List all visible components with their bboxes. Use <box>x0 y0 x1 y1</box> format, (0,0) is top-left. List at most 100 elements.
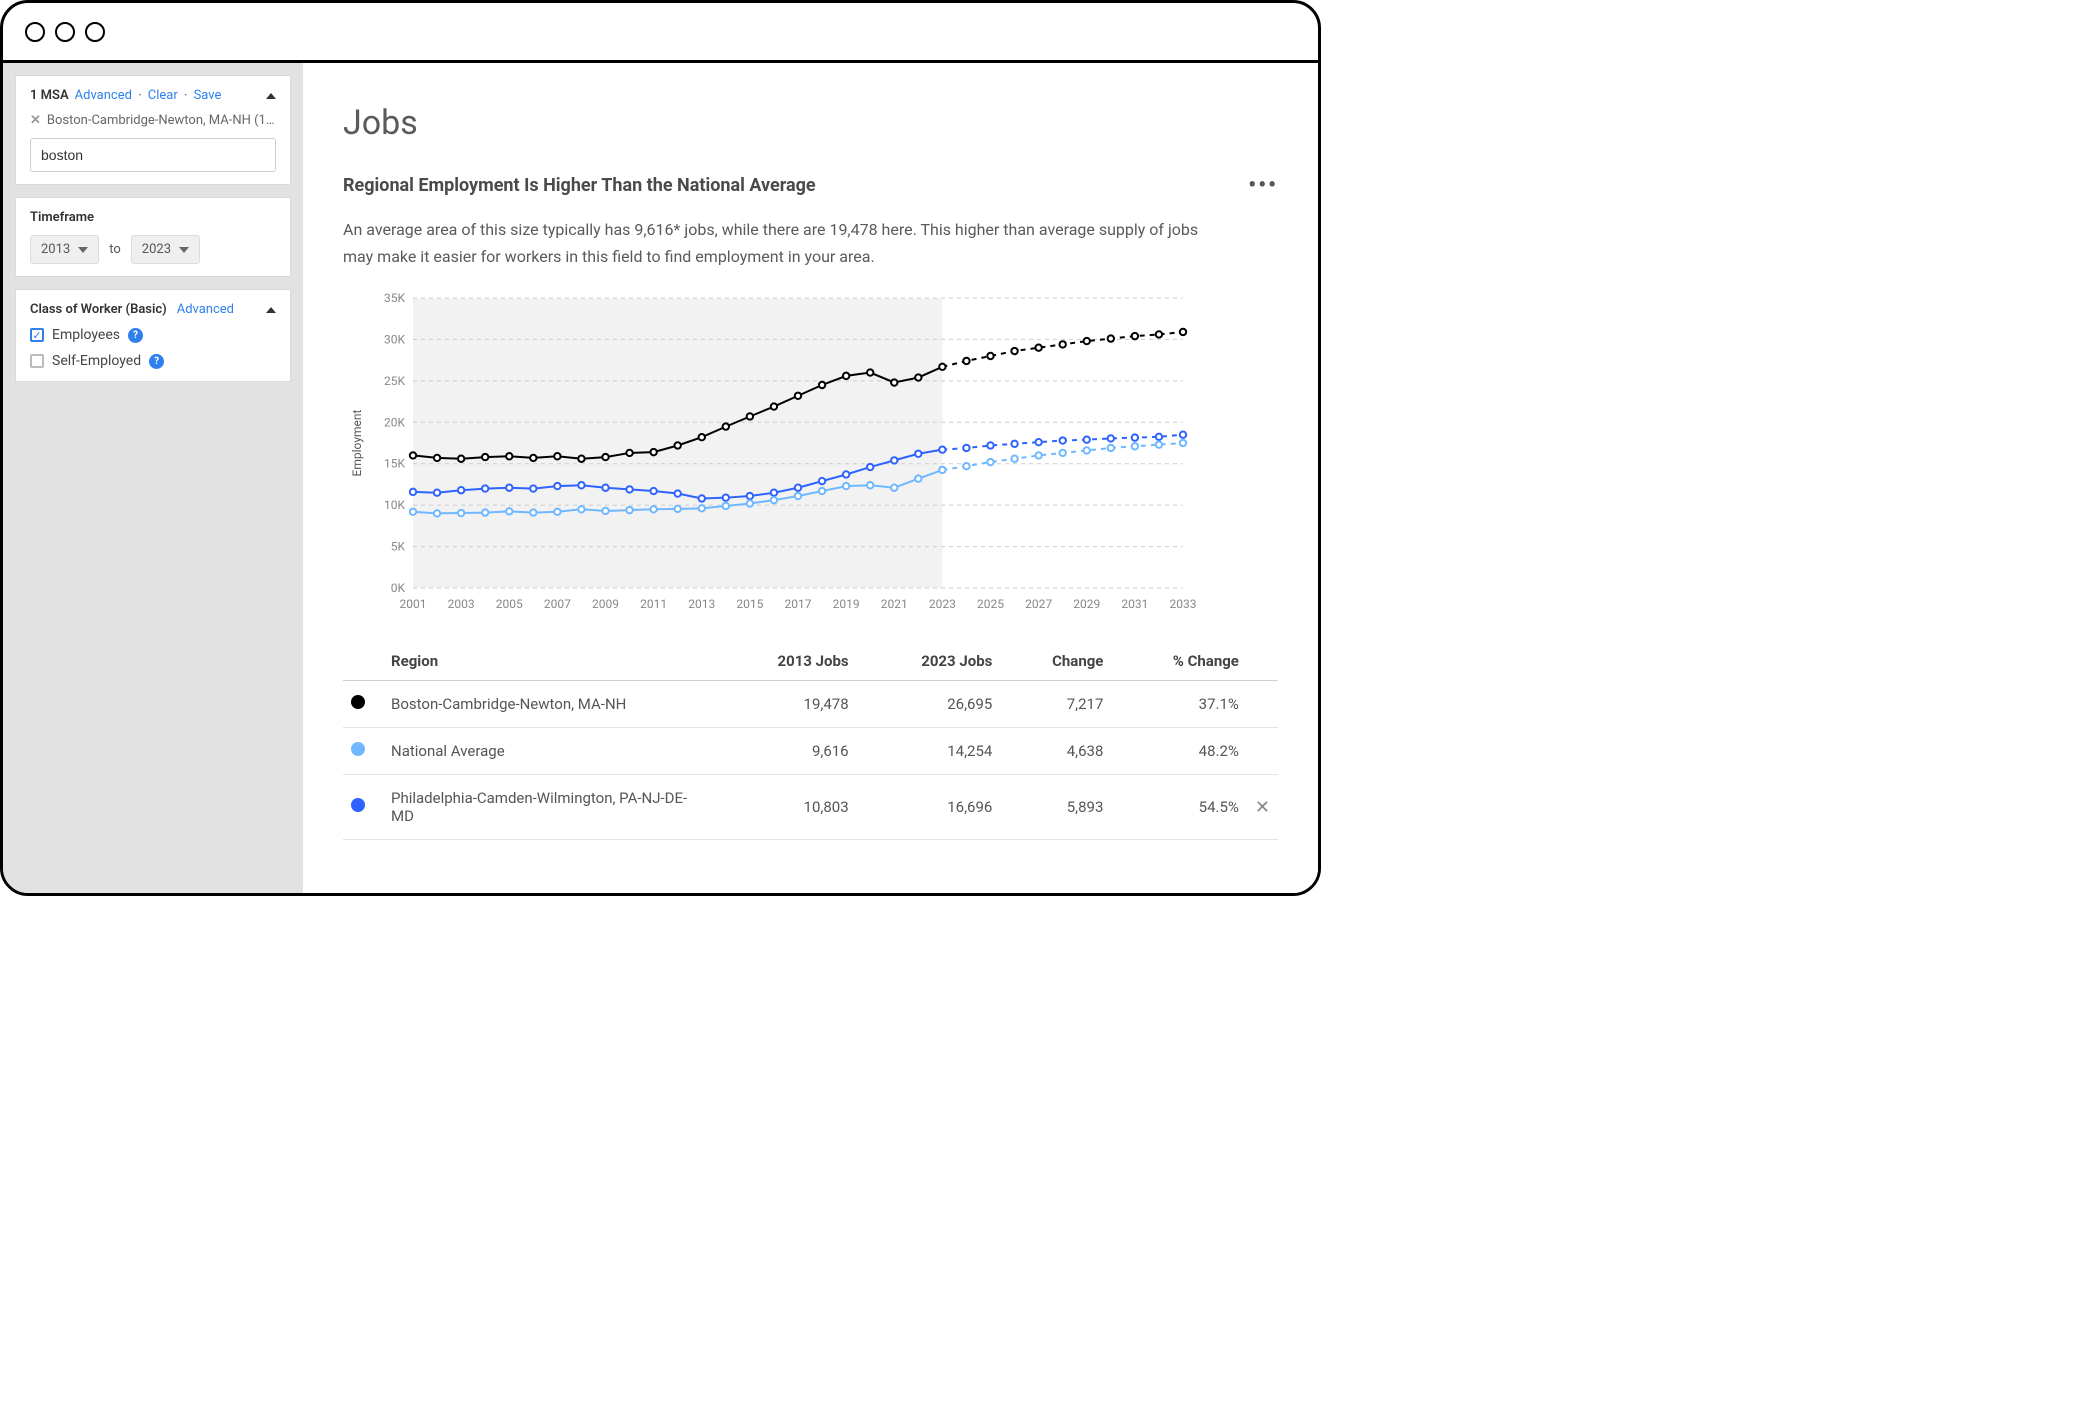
series-color-dot <box>351 742 365 756</box>
svg-text:2017: 2017 <box>785 597 812 611</box>
section-more-icon[interactable]: ••• <box>1248 173 1278 198</box>
chevron-down-icon <box>78 247 88 253</box>
cell-2023: 16,696 <box>857 775 1001 840</box>
traffic-light-zoom[interactable] <box>85 22 105 42</box>
msa-save-link[interactable]: Save <box>194 88 222 103</box>
col-region: Region <box>383 642 713 681</box>
msa-panel-header: 1 MSA Advanced · Clear · Save <box>30 88 276 103</box>
table-row: Boston-Cambridge-Newton, MA-NH19,47826,6… <box>343 681 1278 728</box>
timeframe-from-select[interactable]: 2013 <box>30 235 99 264</box>
svg-text:2021: 2021 <box>881 597 908 611</box>
subhead-row: Regional Employment Is Higher Than the N… <box>343 173 1278 198</box>
svg-text:2001: 2001 <box>400 597 427 611</box>
traffic-light-close[interactable] <box>25 22 45 42</box>
cell-2013: 9,616 <box>713 728 857 775</box>
page-title: Jobs <box>343 103 1278 143</box>
svg-text:2009: 2009 <box>592 597 619 611</box>
help-icon[interactable]: ? <box>149 354 164 369</box>
chart-svg: 0K5K10K15K20K25K30K35K200120032005200720… <box>343 288 1203 618</box>
table-row: Philadelphia-Camden-Wilmington, PA-NJ-DE… <box>343 775 1278 840</box>
class-option-label: Self-Employed <box>52 353 141 369</box>
svg-text:2015: 2015 <box>736 597 763 611</box>
cell-2023: 26,695 <box>857 681 1001 728</box>
col-change: Change <box>1000 642 1111 681</box>
main-content: Jobs Regional Employment Is Higher Than … <box>303 63 1318 893</box>
cell-2013: 10,803 <box>713 775 857 840</box>
region-table: Region 2013 Jobs 2023 Jobs Change % Chan… <box>343 642 1278 840</box>
titlebar <box>3 3 1318 63</box>
class-option[interactable]: Self-Employed? <box>30 353 276 369</box>
class-advanced-link[interactable]: Advanced <box>177 302 234 317</box>
timeframe-row: 2013 to 2023 <box>30 235 276 264</box>
class-option[interactable]: ✓ Employees? <box>30 327 276 343</box>
cell-region: Philadelphia-Camden-Wilmington, PA-NJ-DE… <box>383 775 713 840</box>
help-icon[interactable]: ? <box>128 328 143 343</box>
cell-pct: 48.2% <box>1111 728 1247 775</box>
app-body: 1 MSA Advanced · Clear · Save ✕ Boston-C… <box>3 63 1318 893</box>
timeframe-panel: Timeframe 2013 to 2023 <box>15 197 291 277</box>
cell-2013: 19,478 <box>713 681 857 728</box>
svg-text:2029: 2029 <box>1073 597 1100 611</box>
series-color-dot <box>351 695 365 709</box>
collapse-icon[interactable] <box>266 307 276 313</box>
cell-pct: 54.5% <box>1111 775 1247 840</box>
collapse-icon[interactable] <box>266 93 276 99</box>
cell-change: 4,638 <box>1000 728 1111 775</box>
svg-text:2019: 2019 <box>833 597 860 611</box>
col-pct: % Change <box>1111 642 1247 681</box>
svg-text:25K: 25K <box>384 374 405 388</box>
cell-2023: 14,254 <box>857 728 1001 775</box>
cell-pct: 37.1% <box>1111 681 1247 728</box>
cell-change: 7,217 <box>1000 681 1111 728</box>
msa-clear-link[interactable]: Clear <box>148 88 178 103</box>
svg-text:2031: 2031 <box>1121 597 1148 611</box>
series-color-dot <box>351 798 365 812</box>
selected-region-label: Boston-Cambridge-Newton, MA-NH (144… <box>47 113 276 128</box>
class-panel-title: Class of Worker (Basic) <box>30 302 167 317</box>
col-2013: 2013 Jobs <box>713 642 857 681</box>
svg-text:2007: 2007 <box>544 597 571 611</box>
cell-region: National Average <box>383 728 713 775</box>
svg-text:20K: 20K <box>384 416 405 430</box>
traffic-light-minimize[interactable] <box>55 22 75 42</box>
svg-text:0K: 0K <box>391 581 406 595</box>
timeframe-to-select[interactable]: 2023 <box>131 235 200 264</box>
svg-text:15K: 15K <box>384 457 405 471</box>
svg-text:10K: 10K <box>384 499 405 513</box>
timeframe-to-label: to <box>109 242 121 257</box>
timeframe-from-value: 2013 <box>41 242 70 257</box>
svg-text:2003: 2003 <box>448 597 475 611</box>
selected-region-chip: ✕ Boston-Cambridge-Newton, MA-NH (144… <box>30 113 276 128</box>
class-option-label: Employees <box>52 327 120 343</box>
sidebar: 1 MSA Advanced · Clear · Save ✕ Boston-C… <box>3 63 303 893</box>
checkbox-checked-icon[interactable]: ✓ <box>30 328 44 342</box>
section-subhead: Regional Employment Is Higher Than the N… <box>343 175 1248 196</box>
remove-row-icon[interactable]: ✕ <box>1255 797 1270 818</box>
svg-text:5K: 5K <box>391 540 406 554</box>
svg-text:Employment: Employment <box>350 410 364 477</box>
cell-region: Boston-Cambridge-Newton, MA-NH <box>383 681 713 728</box>
region-search-input[interactable] <box>30 138 276 172</box>
timeframe-to-value: 2023 <box>142 242 171 257</box>
svg-text:2027: 2027 <box>1025 597 1052 611</box>
svg-text:2023: 2023 <box>929 597 956 611</box>
msa-count-label: 1 MSA <box>30 88 69 103</box>
timeframe-panel-header: Timeframe <box>30 210 276 225</box>
separator: · <box>184 88 188 103</box>
remove-region-icon[interactable]: ✕ <box>30 113 41 128</box>
msa-panel: 1 MSA Advanced · Clear · Save ✕ Boston-C… <box>15 75 291 185</box>
class-panel-header: Class of Worker (Basic) Advanced <box>30 302 276 317</box>
class-of-worker-panel: Class of Worker (Basic) Advanced ✓ Employ… <box>15 289 291 382</box>
svg-text:2011: 2011 <box>640 597 667 611</box>
table-row: National Average9,61614,2544,63848.2% <box>343 728 1278 775</box>
svg-text:2025: 2025 <box>977 597 1004 611</box>
msa-advanced-link[interactable]: Advanced <box>75 88 132 103</box>
svg-text:2033: 2033 <box>1170 597 1197 611</box>
employment-chart: 0K5K10K15K20K25K30K35K200120032005200720… <box>343 288 1278 622</box>
table-header-row: Region 2013 Jobs 2023 Jobs Change % Chan… <box>343 642 1278 681</box>
cell-change: 5,893 <box>1000 775 1111 840</box>
separator: · <box>138 88 142 103</box>
timeframe-title: Timeframe <box>30 210 94 225</box>
checkbox-empty-icon[interactable] <box>30 354 44 368</box>
section-blurb: An average area of this size typically h… <box>343 216 1223 270</box>
